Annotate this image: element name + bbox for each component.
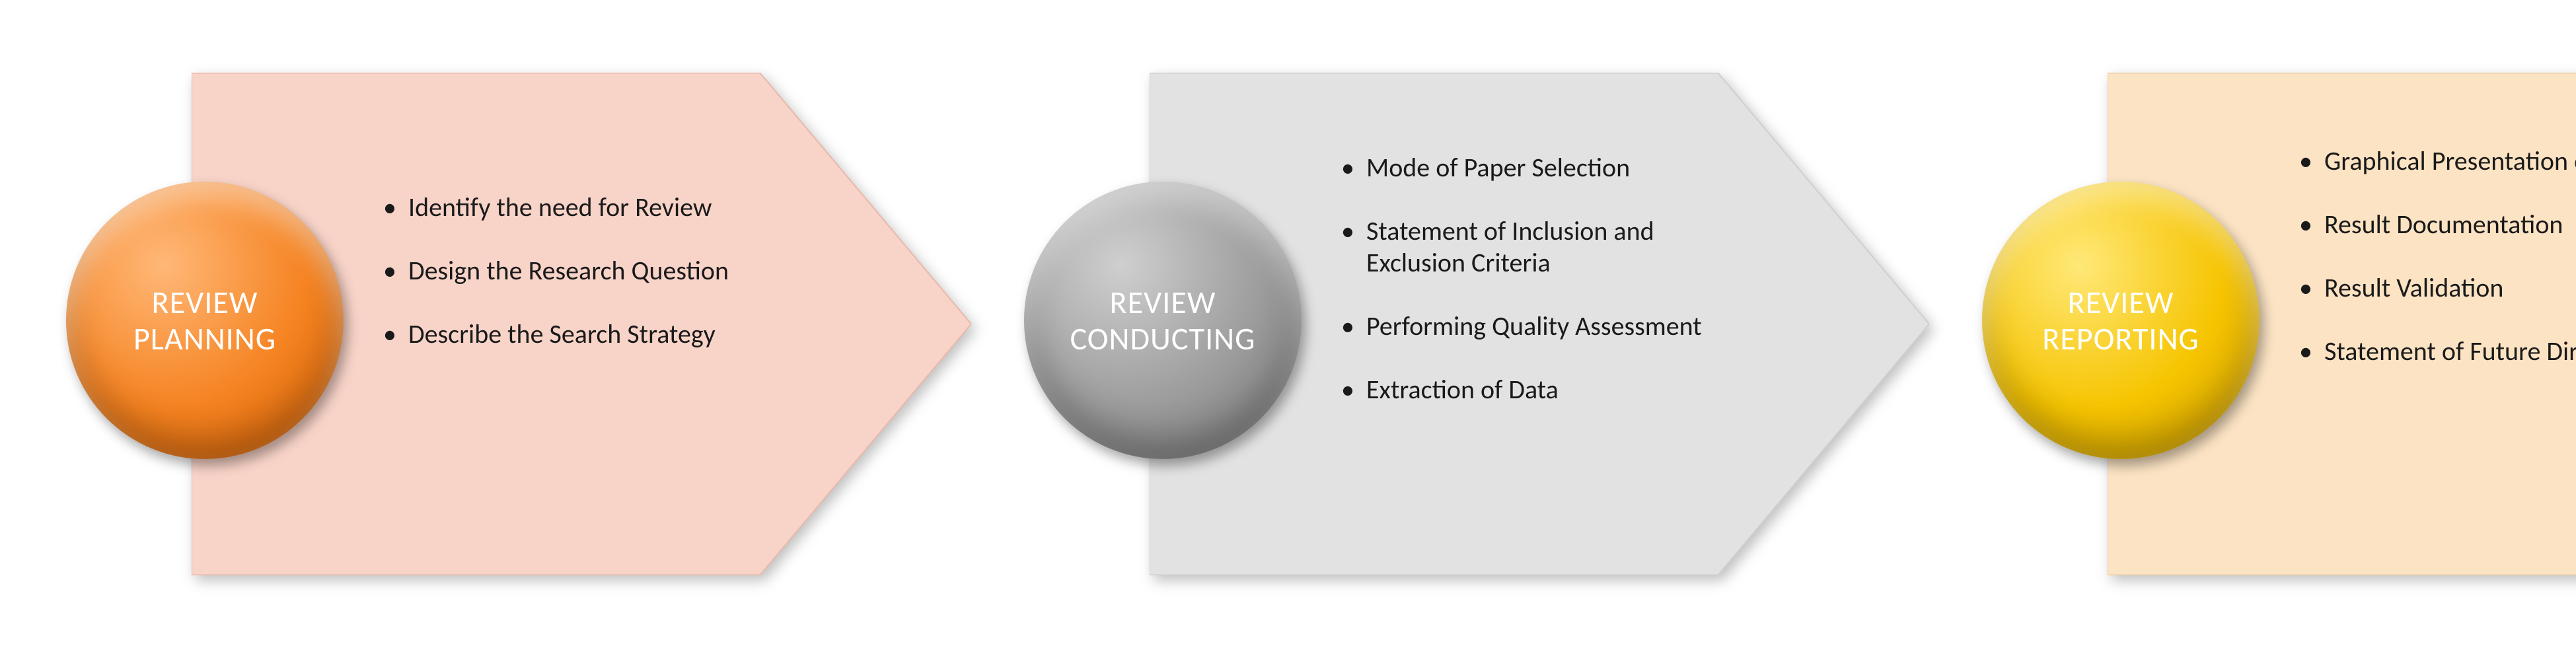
- stage-reporting: Graphical Presentation of Results Result …: [1956, 0, 2576, 648]
- bullet-item: Performing Quality Assessment: [1341, 310, 1736, 342]
- bullet-item: Describe the Search Strategy: [383, 318, 729, 350]
- bullet-item: Statement of Inclusion and Exclusion Cri…: [1341, 215, 1736, 279]
- diagram-canvas: Identify the need for Review Design the R…: [0, 0, 2576, 648]
- bullet-item: Result Validation: [2299, 272, 2576, 304]
- bullet-item: Design the Research Question: [383, 255, 729, 287]
- bullets-planning: Identify the need for Review Design the R…: [383, 192, 729, 350]
- bullet-item: Identify the need for Review: [383, 192, 729, 223]
- stage-circle-reporting: REVIEW REPORTING: [1982, 182, 2260, 459]
- stage-conducting: Mode of Paper Selection Statement of Incl…: [998, 0, 1843, 648]
- stage-circle-planning: REVIEW PLANNING: [66, 182, 344, 459]
- bullet-item: Mode of Paper Selection: [1341, 152, 1736, 184]
- stage-circle-conducting: REVIEW CONDUCTING: [1024, 182, 1302, 459]
- stage-title: REVIEW PLANNING: [120, 284, 289, 357]
- bullet-item: Graphical Presentation of Results: [2299, 145, 2576, 177]
- bullet-item: Extraction of Data: [1341, 374, 1736, 406]
- bullets-conducting: Mode of Paper Selection Statement of Incl…: [1341, 152, 1736, 406]
- stage-title: REVIEW REPORTING: [2029, 284, 2212, 357]
- bullets-reporting: Graphical Presentation of Results Result …: [2299, 145, 2576, 367]
- stage-title: REVIEW CONDUCTING: [1057, 284, 1269, 357]
- stage-planning: Identify the need for Review Design the R…: [40, 0, 885, 648]
- bullet-item: Statement of Future Direction: [2299, 336, 2576, 367]
- bullet-item: Result Documentation: [2299, 209, 2576, 240]
